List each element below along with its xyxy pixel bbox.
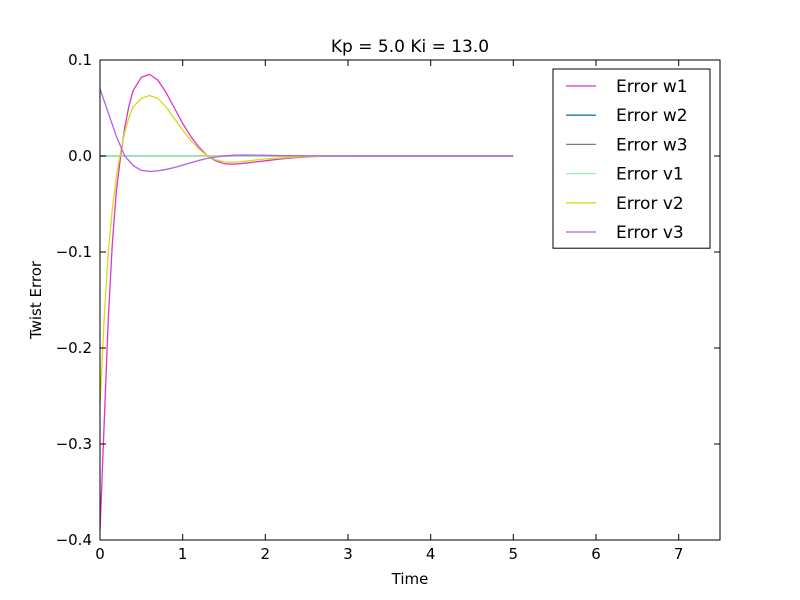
series-line-error-v3: [100, 88, 514, 173]
legend: Error w1 Error w2 Error w3 Error v1 Error v2…: [552, 68, 711, 249]
legend-label: Error w3: [616, 135, 688, 155]
legend-box: [552, 68, 711, 249]
plot-area: [99, 59, 721, 541]
y-axis-label: Twist Error: [27, 260, 45, 340]
x-tick-label: 6: [591, 545, 601, 563]
axes-frame: [99, 59, 721, 541]
x-axis-label: Time: [391, 570, 429, 588]
legend-label: Error v2: [616, 194, 684, 214]
x-tick-label: 1: [178, 545, 188, 563]
legend-label: Error v1: [616, 165, 684, 185]
axis-ticks: 0 1 2 3 4 5 6 7 0.1 0.0 −0.1 −0.2 −0.3 −0.4: [56, 51, 720, 563]
chart-title: Kp = 5.0 Ki = 13.0: [331, 37, 489, 57]
x-tick-label: 7: [674, 545, 684, 563]
y-tick-label: −0.1: [56, 243, 92, 261]
y-tick-label: −0.3: [56, 435, 92, 453]
legend-label: Error v3: [616, 223, 684, 243]
y-tick-label: −0.2: [56, 339, 92, 357]
y-tick-label: 0.0: [68, 147, 92, 165]
legend-label: Error w1: [616, 77, 688, 97]
y-tick-label: 0.1: [68, 51, 92, 69]
series-line-error-w1: [100, 73, 514, 531]
y-tick-label: −0.4: [56, 531, 92, 549]
x-tick-label: 5: [509, 545, 519, 563]
x-tick-label: 2: [261, 545, 271, 563]
x-tick-label: 0: [95, 545, 105, 563]
legend-label: Error w2: [616, 106, 688, 126]
x-tick-label: 4: [426, 545, 436, 563]
x-tick-label: 3: [343, 545, 353, 563]
series-line-error-v2: [100, 94, 514, 406]
